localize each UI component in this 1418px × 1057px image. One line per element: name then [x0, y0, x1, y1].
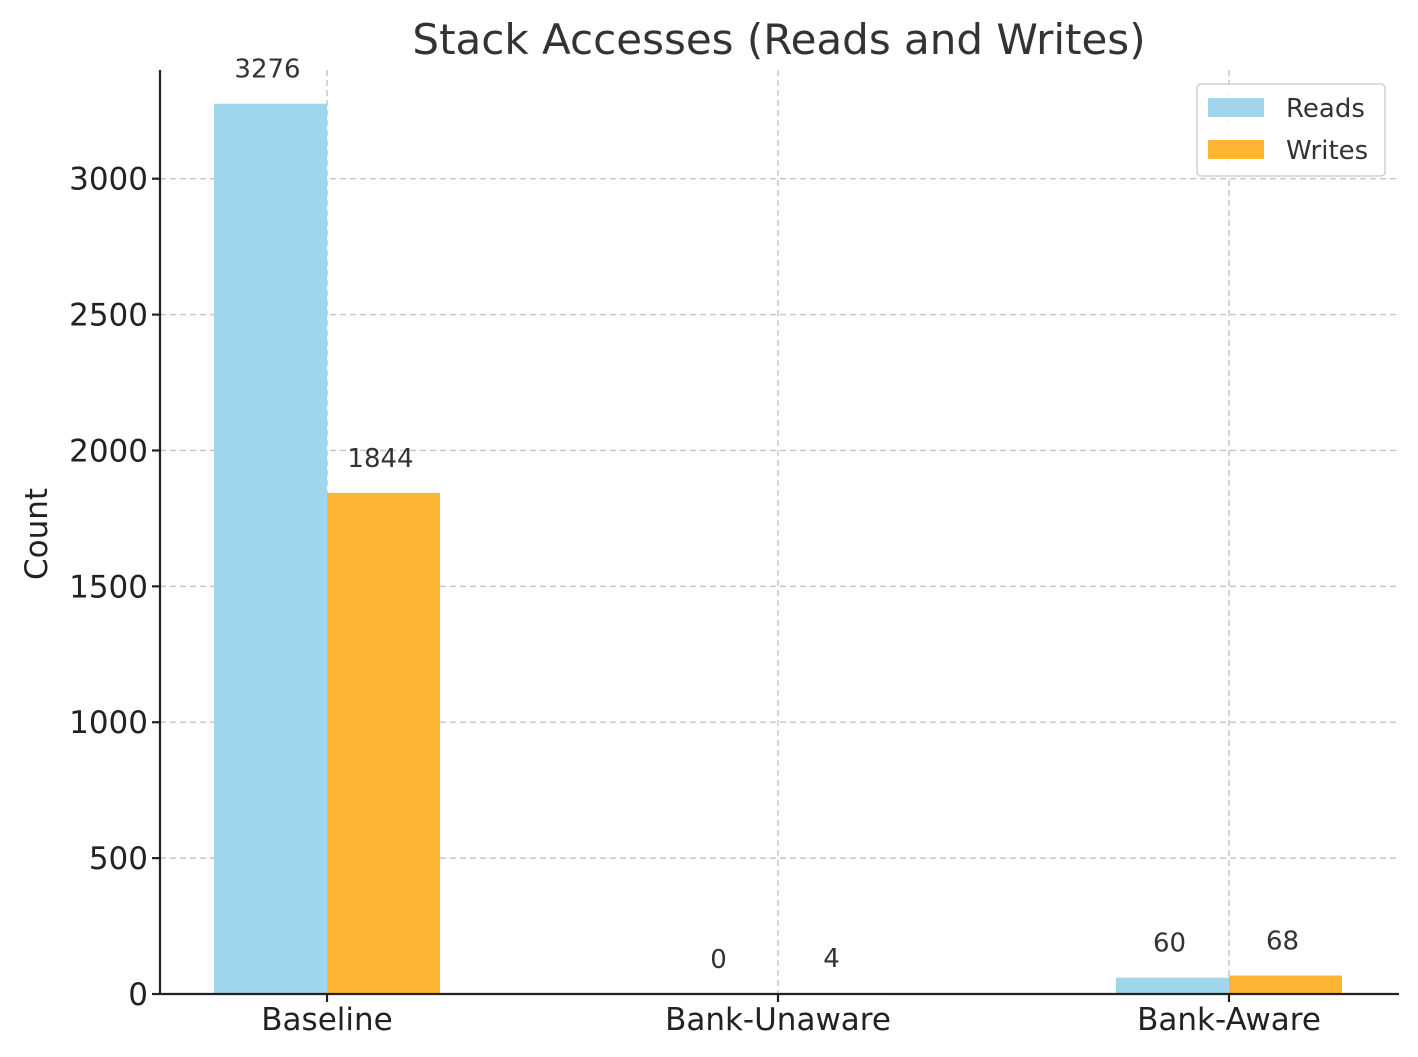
bar-reads-2 — [1116, 977, 1229, 994]
x-tick-label: Baseline — [261, 1002, 392, 1038]
data-label-reads-1: 0 — [710, 945, 727, 975]
x-tick-label: Bank-Aware — [1137, 1002, 1321, 1038]
legend-swatch-writes — [1208, 140, 1264, 159]
legend-label-reads: Reads — [1286, 94, 1365, 124]
data-label-writes-0: 1844 — [347, 444, 413, 474]
data-label-writes-1: 4 — [823, 944, 840, 974]
legend-swatch-reads — [1208, 98, 1264, 117]
tick-labels: 0 500 1000 1500 2000 2500 3000 Baseline Bank-Una… — [69, 162, 1321, 1038]
bars — [214, 103, 1342, 994]
x-tick-label: Bank-Unaware — [665, 1002, 891, 1038]
y-axis-label: Count — [19, 488, 55, 580]
y-tick-label: 2000 — [69, 433, 148, 469]
bar-writes-2 — [1229, 975, 1342, 994]
y-tick-label: 0 — [128, 977, 148, 1013]
data-label-reads-0: 3276 — [234, 55, 300, 85]
axes — [152, 70, 1399, 1002]
legend: Reads Writes — [1196, 83, 1386, 177]
legend-label-writes: Writes — [1286, 136, 1368, 166]
bar-writes-0 — [327, 492, 440, 994]
bar-reads-0 — [214, 103, 327, 994]
data-label-writes-2: 68 — [1266, 927, 1299, 957]
data-label-reads-2: 60 — [1153, 929, 1186, 959]
y-tick-label: 1500 — [69, 569, 148, 605]
y-tick-label: 500 — [89, 841, 148, 877]
y-tick-label: 2500 — [69, 298, 148, 334]
y-tick-label: 3000 — [69, 162, 148, 198]
chart-title: Stack Accesses (Reads and Writes) — [412, 15, 1145, 64]
y-tick-label: 1000 — [69, 705, 148, 741]
data-labels: 3276 0 60 1844 4 68 — [234, 55, 1299, 975]
